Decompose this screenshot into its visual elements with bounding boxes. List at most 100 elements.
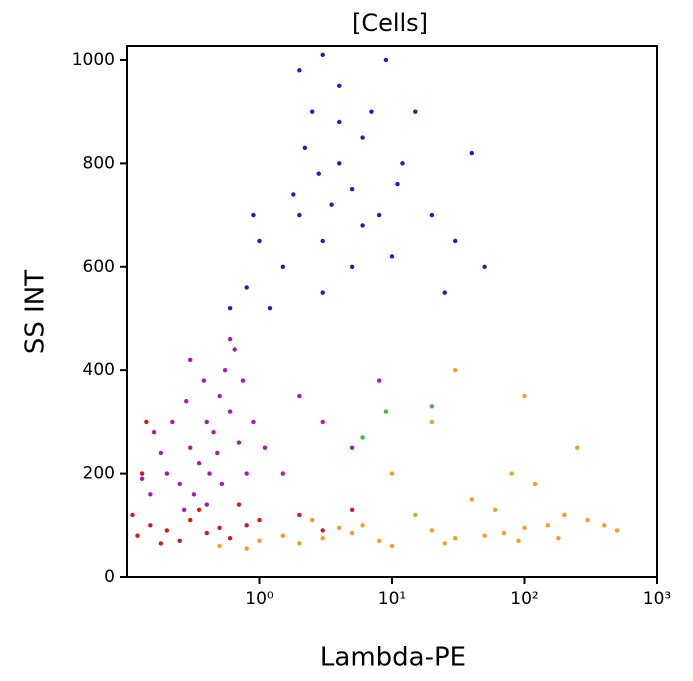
point — [211, 430, 216, 435]
point — [135, 533, 140, 538]
point — [562, 512, 567, 518]
point — [509, 471, 514, 476]
y-tick-label: 800 — [83, 153, 115, 173]
point — [188, 357, 193, 363]
point — [188, 517, 193, 523]
point — [251, 212, 256, 218]
point — [207, 471, 212, 476]
point — [170, 419, 175, 425]
point — [244, 546, 249, 551]
point — [383, 409, 389, 414]
point — [244, 471, 249, 476]
point — [349, 264, 355, 269]
point — [349, 507, 355, 512]
y-axis-label: SS INT — [21, 270, 51, 354]
point — [240, 378, 246, 383]
point — [196, 507, 202, 512]
point — [244, 523, 249, 528]
chart-title: [Cells] — [352, 9, 428, 37]
point — [522, 393, 527, 399]
point — [217, 393, 222, 399]
point — [400, 161, 405, 166]
point — [201, 378, 207, 383]
point — [257, 517, 262, 523]
point — [453, 238, 458, 244]
point — [151, 430, 157, 435]
point — [376, 538, 382, 544]
point — [453, 536, 458, 541]
point — [297, 541, 302, 546]
point — [310, 517, 315, 523]
point — [227, 336, 233, 342]
point — [413, 512, 418, 518]
point — [236, 502, 242, 507]
point — [158, 450, 164, 456]
point — [280, 471, 286, 476]
point — [291, 192, 296, 197]
point — [217, 543, 222, 549]
point — [389, 471, 395, 476]
point — [585, 517, 590, 523]
point — [320, 528, 325, 533]
point — [360, 223, 365, 228]
point — [262, 445, 268, 450]
point — [244, 285, 249, 290]
point — [236, 440, 242, 445]
point — [320, 52, 325, 57]
point — [545, 523, 551, 528]
y-tick-label: 400 — [83, 360, 115, 380]
x-tick-label: 10² — [510, 589, 538, 609]
point — [376, 212, 382, 218]
point — [360, 435, 365, 440]
point — [320, 238, 325, 244]
point — [337, 119, 342, 125]
point — [177, 538, 182, 544]
point — [217, 525, 222, 531]
points — [130, 52, 620, 551]
point — [329, 202, 334, 207]
point — [602, 523, 607, 528]
point — [383, 57, 389, 63]
point — [360, 523, 365, 528]
point — [389, 543, 395, 549]
point — [320, 419, 325, 425]
point — [297, 212, 302, 218]
point — [337, 161, 342, 166]
point — [204, 502, 209, 507]
point — [429, 419, 435, 425]
point — [222, 367, 228, 373]
y-tick-label: 1000 — [72, 50, 115, 70]
plot-frame — [126, 45, 658, 578]
point — [302, 145, 308, 151]
point — [219, 481, 225, 487]
point — [337, 83, 342, 89]
point — [501, 530, 507, 536]
point — [469, 150, 474, 156]
point — [251, 419, 256, 425]
point — [297, 512, 302, 518]
point — [148, 523, 153, 528]
x-tick-label: 10³ — [643, 589, 671, 609]
point — [227, 305, 233, 311]
point — [144, 419, 149, 425]
point — [280, 533, 286, 538]
point — [369, 109, 374, 114]
point — [516, 538, 521, 544]
point — [453, 367, 458, 373]
y-tick-label: 200 — [83, 464, 115, 484]
point — [316, 171, 321, 176]
point — [181, 507, 187, 512]
point — [349, 187, 355, 192]
point — [191, 492, 197, 497]
point — [469, 497, 474, 502]
point — [389, 254, 395, 259]
point — [139, 476, 145, 481]
point — [232, 347, 237, 352]
point — [227, 409, 233, 414]
point — [164, 471, 170, 476]
point — [148, 492, 153, 497]
point — [164, 528, 170, 533]
point — [482, 264, 487, 269]
point — [522, 525, 527, 531]
x-tick-label: 10⁰ — [245, 589, 274, 609]
